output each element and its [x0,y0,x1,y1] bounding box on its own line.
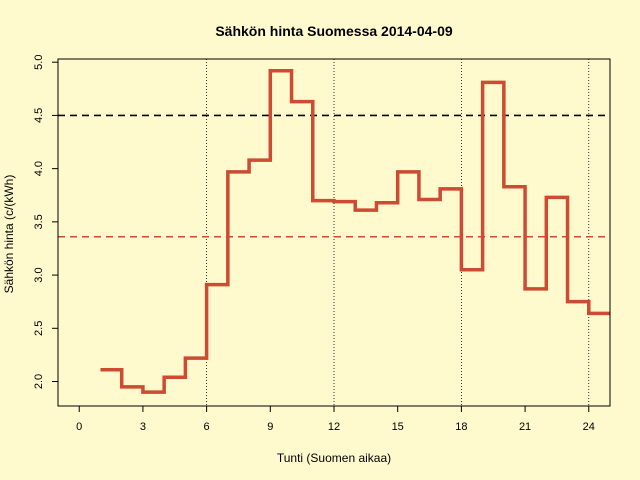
y-tick-label: 2.0 [33,374,45,389]
x-tick-label: 3 [140,421,146,433]
x-axis-title: Tunti (Suomen aikaa) [277,451,391,465]
y-tick-label: 2.5 [33,321,45,336]
y-tick-label: 3.0 [33,267,45,282]
x-tick-label: 12 [328,421,340,433]
x-tick-label: 0 [76,421,82,433]
y-tick-label: 5.0 [33,55,45,70]
x-tick-label: 18 [455,421,467,433]
x-tick-label: 24 [583,421,595,433]
x-tick-label: 21 [519,421,531,433]
y-tick-label: 4.5 [33,108,45,123]
plot-area: 0 3 6 9 12 15 18 21 24 2.0 2.5 3.0 3.5 4.0 4.5 5.0 [33,55,611,433]
x-tick-label: 9 [267,421,273,433]
y-tick-label: 3.5 [33,214,45,229]
y-axis-title: Sähkön hinta (c/(kWh) [2,175,16,294]
chart-title: Sähkön hinta Suomessa 2014-04-09 [215,23,453,39]
x-tick-label: 6 [204,421,210,433]
x-tick-label: 15 [392,421,404,433]
y-tick-label: 4.0 [33,161,45,176]
price-step-line [100,68,610,394]
